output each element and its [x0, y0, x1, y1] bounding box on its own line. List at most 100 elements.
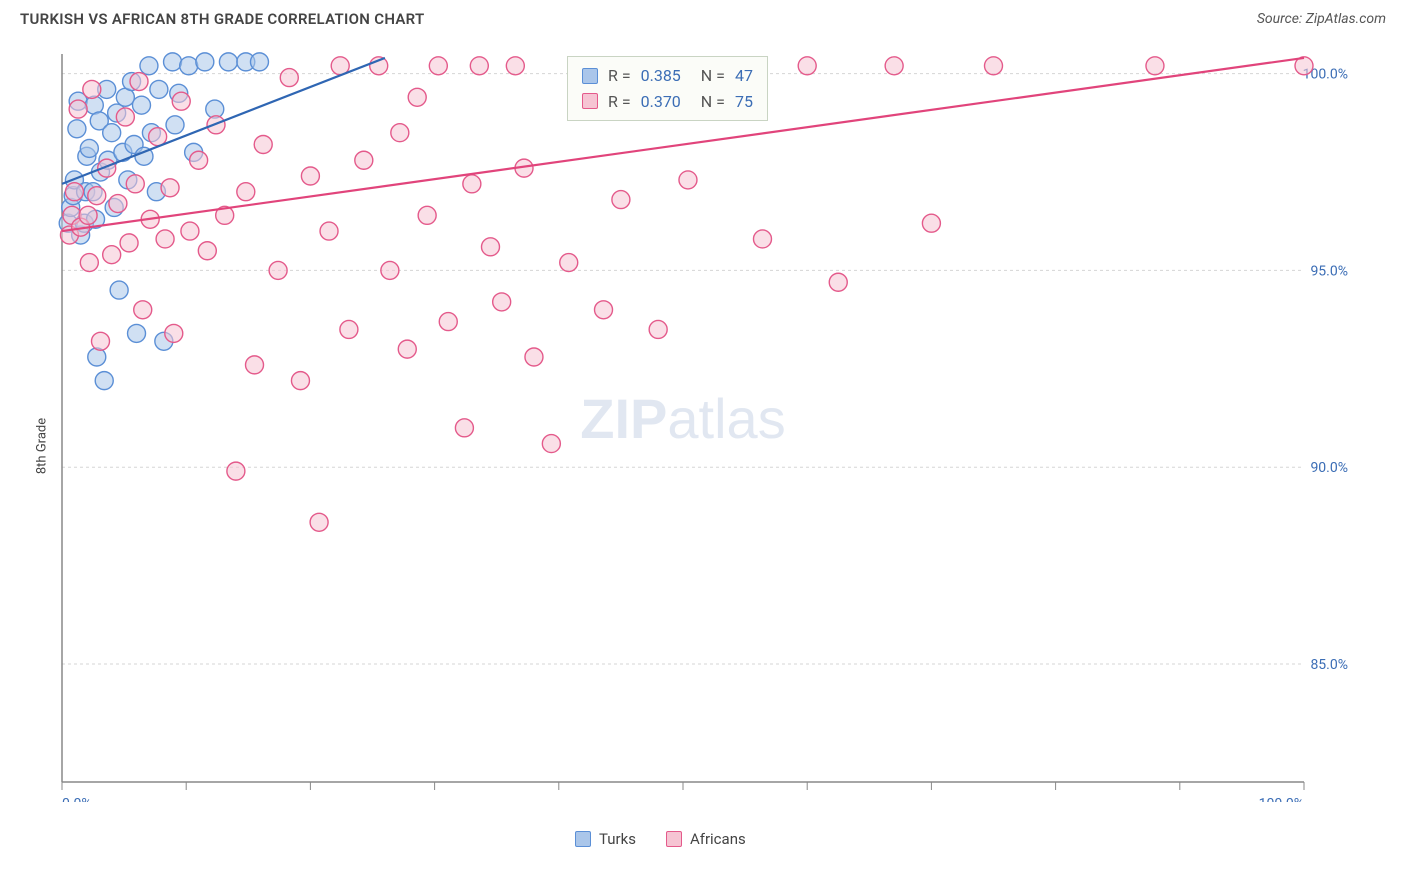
- legend-swatch: [582, 68, 598, 84]
- data-point: [439, 313, 457, 331]
- chart-title: TURKISH VS AFRICAN 8TH GRADE CORRELATION…: [20, 10, 425, 28]
- data-point: [80, 139, 98, 157]
- n-label: N =: [701, 89, 725, 115]
- data-point: [88, 187, 106, 205]
- data-point: [219, 53, 237, 71]
- data-point: [269, 261, 287, 279]
- data-point: [463, 175, 481, 193]
- data-point: [103, 124, 121, 142]
- data-point: [196, 53, 214, 71]
- data-point: [165, 324, 183, 342]
- legend-swatch: [666, 831, 682, 847]
- info-row: R = 0.370 N = 75: [582, 89, 753, 115]
- y-tick-label: 90.0%: [1310, 460, 1348, 476]
- legend-swatch: [575, 831, 591, 847]
- legend-item: Turks: [575, 830, 636, 848]
- data-point: [150, 80, 168, 98]
- legend: Turks Africans: [575, 830, 746, 848]
- data-point: [161, 179, 179, 197]
- data-point: [560, 254, 578, 272]
- data-point: [88, 348, 106, 366]
- data-point: [985, 57, 1003, 75]
- data-point: [103, 246, 121, 264]
- r-label: R =: [608, 89, 631, 115]
- data-point: [126, 175, 144, 193]
- data-point: [595, 301, 613, 319]
- data-point: [493, 293, 511, 311]
- data-point: [120, 234, 138, 252]
- data-point: [254, 136, 272, 154]
- n-value: 75: [735, 89, 753, 115]
- data-point: [506, 57, 524, 75]
- data-point: [542, 435, 560, 453]
- data-point: [246, 356, 264, 374]
- data-point: [132, 96, 150, 114]
- data-point: [798, 57, 816, 75]
- data-point: [68, 120, 86, 138]
- scatter-chart: 100.0%95.0%90.0%85.0%0.0%100.0%ZIPatlas: [48, 42, 1348, 802]
- data-point: [753, 230, 771, 248]
- data-point: [320, 222, 338, 240]
- legend-swatch: [582, 93, 598, 109]
- data-point: [140, 57, 158, 75]
- r-label: R =: [608, 63, 631, 89]
- y-tick-label: 85.0%: [1310, 657, 1348, 673]
- n-value: 47: [735, 63, 753, 89]
- data-point: [418, 206, 436, 224]
- data-point: [355, 151, 373, 169]
- n-label: N =: [701, 63, 725, 89]
- trend-line: [62, 58, 385, 184]
- data-point: [134, 301, 152, 319]
- chart-source: Source: ZipAtlas.com: [1257, 11, 1386, 27]
- data-point: [69, 100, 87, 118]
- data-point: [237, 183, 255, 201]
- data-point: [109, 195, 127, 213]
- data-point: [227, 462, 245, 480]
- r-value: 0.370: [641, 89, 681, 115]
- data-point: [92, 332, 110, 350]
- data-point: [83, 80, 101, 98]
- data-point: [381, 261, 399, 279]
- data-point: [470, 57, 488, 75]
- legend-label: Turks: [599, 830, 636, 848]
- data-point: [1146, 57, 1164, 75]
- data-point: [181, 222, 199, 240]
- data-point: [391, 124, 409, 142]
- y-tick-label: 95.0%: [1310, 263, 1348, 279]
- chart-header: TURKISH VS AFRICAN 8TH GRADE CORRELATION…: [0, 0, 1406, 32]
- data-point: [110, 281, 128, 299]
- data-point: [649, 320, 667, 338]
- data-point: [398, 340, 416, 358]
- data-point: [679, 171, 697, 189]
- data-point: [829, 273, 847, 291]
- info-row: R = 0.385 N = 47: [582, 63, 753, 89]
- data-point: [408, 88, 426, 106]
- data-point: [116, 108, 134, 126]
- x-tick-label: 0.0%: [62, 796, 92, 802]
- data-point: [172, 92, 190, 110]
- data-point: [65, 183, 83, 201]
- data-point: [922, 214, 940, 232]
- legend-label: Africans: [690, 830, 746, 848]
- data-point: [291, 372, 309, 390]
- data-point: [156, 230, 174, 248]
- data-point: [525, 348, 543, 366]
- correlation-info-box: R = 0.385 N = 47 R = 0.370 N = 75: [567, 56, 768, 121]
- data-point: [198, 242, 216, 260]
- data-point: [166, 116, 184, 134]
- legend-item: Africans: [666, 830, 746, 848]
- data-point: [481, 238, 499, 256]
- data-point: [95, 372, 113, 390]
- data-point: [130, 73, 148, 91]
- data-point: [455, 419, 473, 437]
- data-point: [340, 320, 358, 338]
- data-point: [310, 513, 328, 531]
- r-value: 0.385: [641, 63, 681, 89]
- data-point: [164, 53, 182, 71]
- data-point: [301, 167, 319, 185]
- chart-area: 100.0%95.0%90.0%85.0%0.0%100.0%ZIPatlas: [48, 42, 1348, 802]
- watermark: ZIPatlas: [580, 387, 785, 450]
- x-tick-label: 100.0%: [1259, 796, 1304, 802]
- data-point: [180, 57, 198, 75]
- data-point: [885, 57, 903, 75]
